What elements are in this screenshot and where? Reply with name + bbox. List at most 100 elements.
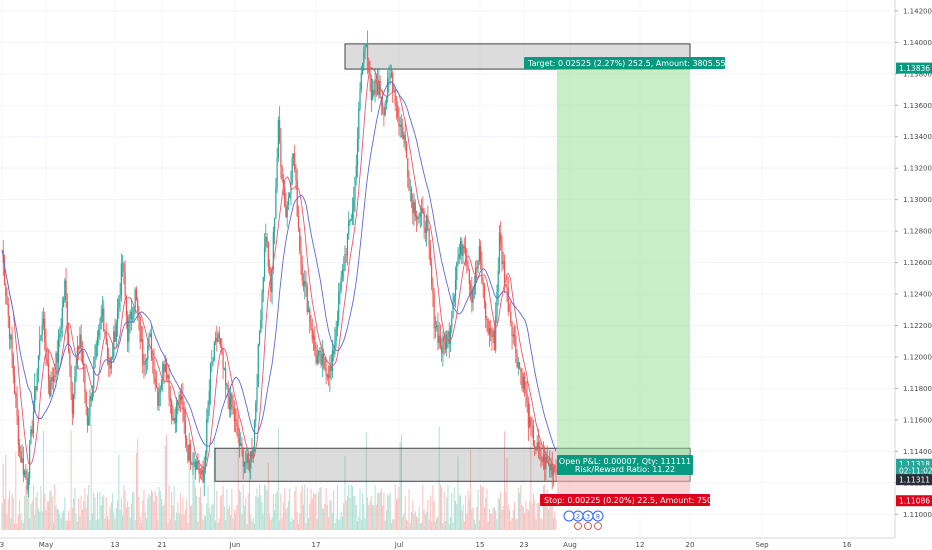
- time-tick-label: 23: [520, 541, 529, 549]
- candle-down: [270, 269, 272, 292]
- candle-down: [44, 318, 46, 343]
- volume-bar: [122, 515, 124, 530]
- candle-up: [24, 470, 26, 475]
- volume-bar: [53, 522, 55, 530]
- volume-bar: [139, 516, 141, 530]
- price-tag[interactable]: 1.11311: [896, 474, 932, 486]
- volume-bar: [286, 507, 288, 530]
- candle-down: [163, 363, 165, 372]
- volume-bar: [407, 521, 409, 530]
- volume-bar: [259, 484, 261, 530]
- volume-bar: [26, 488, 28, 530]
- long-position-tool[interactable]: [557, 68, 690, 501]
- candle-down: [461, 241, 463, 256]
- candle-up: [36, 371, 38, 391]
- candle-up: [89, 396, 91, 417]
- candle-up: [235, 419, 237, 421]
- volume-bar: [412, 500, 414, 530]
- volume-bar: [301, 485, 303, 530]
- candle-up: [436, 325, 438, 328]
- candle-down: [515, 336, 517, 354]
- candle-up: [201, 469, 203, 475]
- volume-bar: [203, 515, 205, 530]
- volume-bar: [406, 519, 408, 530]
- volume-bar: [438, 426, 440, 530]
- candle-up: [41, 324, 43, 336]
- candle-up: [271, 268, 273, 292]
- volume-bar: [444, 521, 446, 530]
- volume-bars: [1, 424, 557, 530]
- time-axis[interactable]: 3 May 13 21 Jun 17 Jul 15 23 Aug 12 20 Sep 16: [0, 537, 895, 549]
- event-marker[interactable]: 8: [592, 510, 604, 530]
- candle-up: [263, 247, 266, 278]
- volume-bar: [144, 512, 146, 530]
- candle-down: [555, 468, 557, 475]
- volume-bar: [7, 498, 9, 530]
- candle-down: [85, 392, 87, 407]
- event-marker-circle: [592, 510, 604, 522]
- price-axis[interactable]: 1.110001.112001.114001.116001.118001.120…: [894, 0, 932, 538]
- volume-bar: [416, 516, 418, 530]
- time-tick-label: 21: [158, 541, 167, 549]
- candle-down: [25, 470, 27, 478]
- candle-down: [402, 127, 404, 140]
- candle-down: [463, 246, 465, 249]
- volume-bar: [551, 498, 553, 530]
- volume-bar: [426, 512, 428, 530]
- volume-bar: [251, 521, 253, 530]
- price-tick-label: 1.13800: [903, 70, 932, 78]
- volume-bar: [9, 490, 11, 530]
- price-tag[interactable]: 1.11086: [896, 495, 932, 507]
- candle-down: [369, 72, 371, 79]
- volume-bar: [257, 497, 259, 530]
- volume-bar: [148, 493, 150, 530]
- candle-up: [76, 346, 78, 366]
- volume-bar: [178, 512, 180, 530]
- candle-up: [378, 80, 380, 95]
- candle-up: [419, 212, 421, 217]
- candle-down: [554, 467, 556, 469]
- volume-bar: [429, 495, 431, 530]
- candle-up: [88, 416, 90, 426]
- candle-down: [245, 462, 247, 463]
- candle-down: [368, 60, 370, 73]
- event-marker[interactable]: 2: [572, 510, 584, 530]
- volume-bar: [389, 492, 391, 530]
- volume-bar: [509, 509, 511, 530]
- candle-up: [99, 322, 101, 330]
- volume-bar: [64, 496, 66, 530]
- candle-up: [335, 329, 337, 341]
- candle-down: [508, 311, 511, 313]
- volume-bar: [550, 502, 552, 530]
- candle-down: [513, 334, 516, 337]
- volume-bar: [330, 500, 332, 530]
- candle-up: [128, 320, 130, 342]
- volume-bar: [255, 496, 257, 530]
- volume-bar: [91, 513, 93, 530]
- candle-up: [129, 311, 131, 321]
- price-tag[interactable]: 1.11318: [896, 458, 932, 470]
- candle-down: [247, 453, 249, 464]
- volume-bar: [532, 493, 534, 530]
- volume-bar: [467, 490, 469, 530]
- price-tag[interactable]: 1.13836: [896, 62, 932, 74]
- price-tag[interactable]: 02:11:02: [896, 465, 932, 477]
- candle-down: [130, 311, 132, 319]
- volume-bar: [34, 514, 36, 530]
- volume-bar: [360, 519, 362, 530]
- volume-bar: [85, 508, 87, 530]
- candle-down: [18, 444, 21, 452]
- candle-up: [243, 462, 246, 467]
- profit-area[interactable]: [557, 68, 690, 466]
- volume-bar: [552, 517, 554, 530]
- volume-bar: [143, 489, 145, 530]
- candle-down: [71, 393, 73, 415]
- volume-bar: [453, 487, 455, 530]
- candle-down: [194, 462, 197, 470]
- candle-down: [7, 304, 9, 317]
- candle-down: [345, 254, 347, 255]
- stop-label-text: Stop: 0.00225 (0.20%) 22.5, Amount: 750: [544, 496, 712, 505]
- volume-bar: [30, 503, 32, 530]
